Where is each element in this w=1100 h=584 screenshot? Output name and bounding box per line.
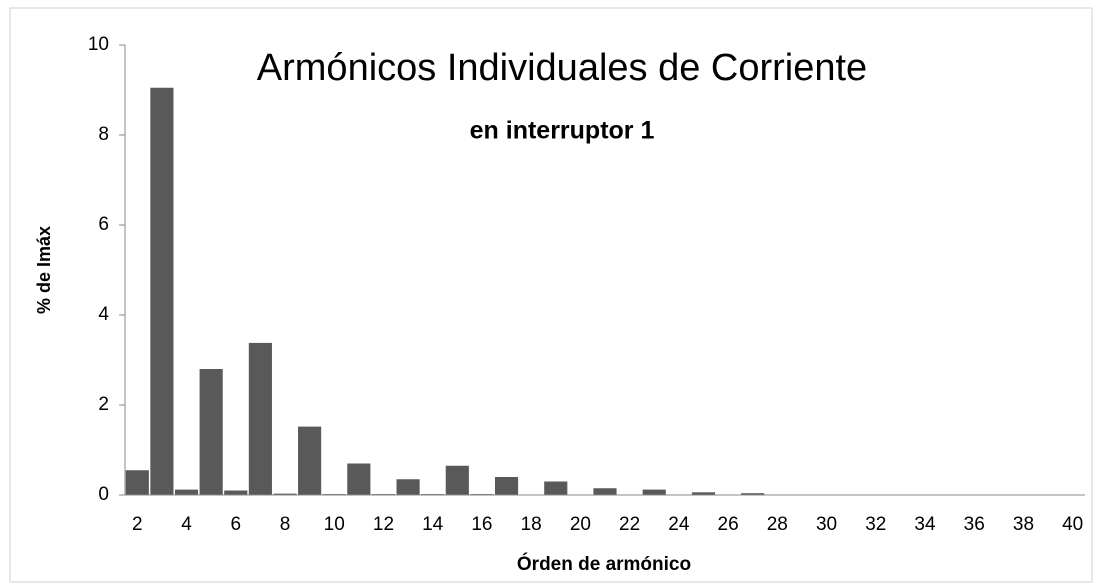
x-axis-label: Órden de armónico bbox=[517, 553, 691, 575]
y-axis-label: % de Imáx bbox=[34, 226, 54, 314]
x-tick-label: 2 bbox=[132, 514, 143, 535]
chart-subtitle: en interruptor 1 bbox=[470, 117, 655, 145]
y-tick-label: 10 bbox=[88, 34, 109, 55]
x-tick-label: 16 bbox=[471, 514, 492, 535]
y-tick-label: 8 bbox=[98, 124, 109, 145]
y-tick-label: 0 bbox=[98, 484, 109, 505]
bar bbox=[593, 488, 617, 495]
x-tick-label: 22 bbox=[619, 514, 640, 535]
x-tick-label: 36 bbox=[964, 514, 985, 535]
bar bbox=[741, 493, 765, 495]
bar bbox=[174, 489, 199, 495]
bar bbox=[445, 465, 469, 495]
bar bbox=[248, 342, 272, 495]
bar bbox=[150, 87, 174, 495]
x-tick-label: 40 bbox=[1062, 514, 1083, 535]
x-tick-label: 14 bbox=[422, 514, 444, 535]
bar bbox=[691, 492, 716, 495]
bar bbox=[224, 490, 248, 495]
x-tick-label: 18 bbox=[521, 514, 542, 535]
x-tick-label: 10 bbox=[324, 514, 345, 535]
x-tick-label: 38 bbox=[1013, 514, 1034, 535]
x-tick-label: 6 bbox=[230, 514, 241, 535]
x-tick-label: 34 bbox=[914, 514, 936, 535]
bar bbox=[642, 489, 666, 495]
x-tick-label: 4 bbox=[181, 514, 192, 535]
bar bbox=[125, 470, 149, 495]
y-tick-label: 2 bbox=[98, 394, 109, 415]
bar bbox=[396, 479, 420, 495]
bar bbox=[273, 493, 297, 495]
y-tick-label: 6 bbox=[98, 214, 109, 235]
bar bbox=[494, 477, 519, 495]
chart-title: Armónicos Individuales de Corriente bbox=[257, 47, 867, 89]
y-tick-label: 4 bbox=[98, 304, 109, 325]
x-tick-label: 30 bbox=[816, 514, 837, 535]
x-tick-label: 28 bbox=[767, 514, 788, 535]
bar bbox=[347, 463, 371, 495]
x-tick-label: 8 bbox=[280, 514, 291, 535]
bar bbox=[199, 369, 223, 495]
x-tick-label: 24 bbox=[668, 514, 690, 535]
x-tick-label: 32 bbox=[865, 514, 886, 535]
bar bbox=[298, 426, 322, 495]
x-tick-label: 20 bbox=[570, 514, 591, 535]
x-tick-label: 26 bbox=[718, 514, 739, 535]
bar bbox=[544, 481, 568, 495]
x-tick-label: 12 bbox=[373, 514, 394, 535]
